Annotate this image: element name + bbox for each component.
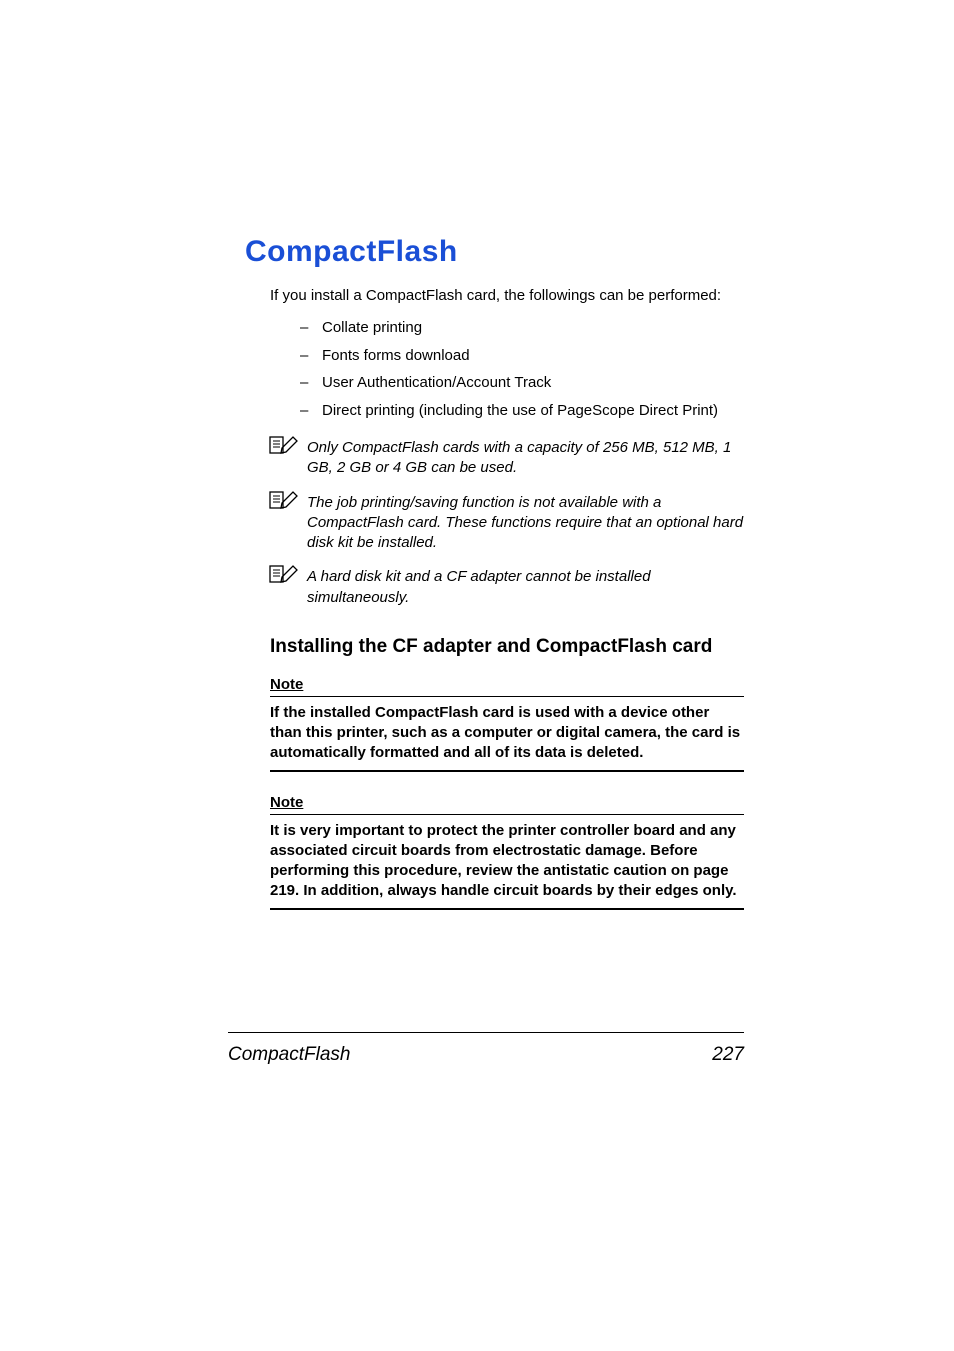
info-note: The job printing/saving function is not … [269,489,744,554]
divider [270,814,744,815]
note-label: Note [270,794,303,811]
note-label: Note [270,676,303,693]
info-note-text: Only CompactFlash cards with a capacity … [307,434,744,479]
info-note: A hard disk kit and a CF adapter cannot … [269,563,744,608]
note-icon [269,563,307,585]
list-item: Fonts forms download [300,346,744,366]
note-icon [269,434,307,456]
section-heading: Installing the CF adapter and CompactFla… [270,636,744,658]
info-note: Only CompactFlash cards with a capacity … [269,434,744,479]
list-item: Collate printing [300,318,744,338]
list-item: User Authentication/Account Track [300,373,744,393]
page-number: 227 [712,1044,744,1066]
note-box: Note It is very important to protect the… [270,794,744,910]
feature-list: Collate printing Fonts forms download Us… [300,318,744,420]
info-note-text: The job printing/saving function is not … [307,489,744,554]
intro-text: If you install a CompactFlash card, the … [270,287,744,304]
divider [270,908,744,910]
note-body: It is very important to protect the prin… [270,821,744,902]
footer-divider [228,1032,744,1033]
note-box: Note If the installed CompactFlash card … [270,676,744,772]
note-body: If the installed CompactFlash card is us… [270,703,744,764]
document-page: CompactFlash If you install a CompactFla… [0,0,954,1351]
note-icon [269,489,307,511]
divider [270,696,744,697]
list-item: Direct printing (including the use of Pa… [300,401,744,421]
footer-title: CompactFlash [228,1044,351,1066]
info-note-text: A hard disk kit and a CF adapter cannot … [307,563,744,608]
divider [270,770,744,772]
page-footer: CompactFlash 227 [228,1044,744,1066]
page-title: CompactFlash [245,235,744,269]
